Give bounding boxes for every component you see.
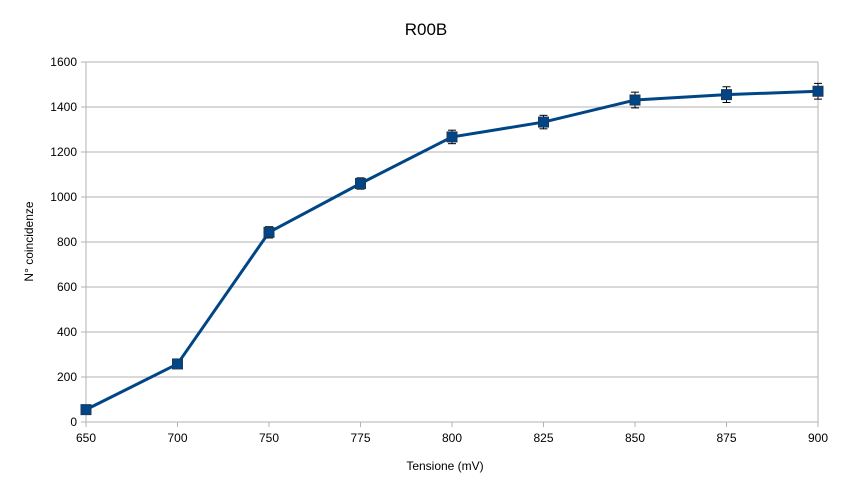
data-point [812,85,824,97]
data-point [629,94,641,106]
x-tick-label: 825 [533,431,553,445]
data-series [80,82,824,416]
y-tick-label: 1400 [50,100,77,114]
x-tick-label: 650 [76,431,96,445]
x-tick-label: 850 [625,431,645,445]
x-tick-label: 775 [350,431,370,445]
gridlines [86,61,818,423]
y-tick-label: 1200 [50,145,77,159]
tick-labels: 0 200 400 600 800 1000 1200 1400 1600 650 700 750 77… [50,55,828,445]
y-tick-label: 600 [57,280,77,294]
data-point [446,131,458,143]
data-point [355,178,366,189]
y-tick-label: 0 [70,415,77,429]
data-point [263,226,275,238]
data-point [538,116,549,128]
x-tick-label: 800 [442,431,462,445]
x-tick-label: 750 [259,431,279,445]
data-point [172,358,183,370]
y-tick-label: 400 [57,325,77,339]
axes [81,61,819,427]
y-tick-label: 200 [57,370,77,384]
y-tick-label: 1000 [50,190,77,204]
chart-title: R00B [405,20,448,39]
x-axis-label: Tensione (mV) [406,459,483,473]
x-tick-label: 900 [808,431,828,445]
y-tick-label: 1600 [50,55,77,69]
x-tick-label: 875 [716,431,736,445]
y-axis-label: N° coincidenze [22,201,36,282]
x-tick-label: 700 [167,431,187,445]
data-point [721,89,732,101]
data-point [80,404,92,416]
y-tick-label: 800 [57,235,77,249]
